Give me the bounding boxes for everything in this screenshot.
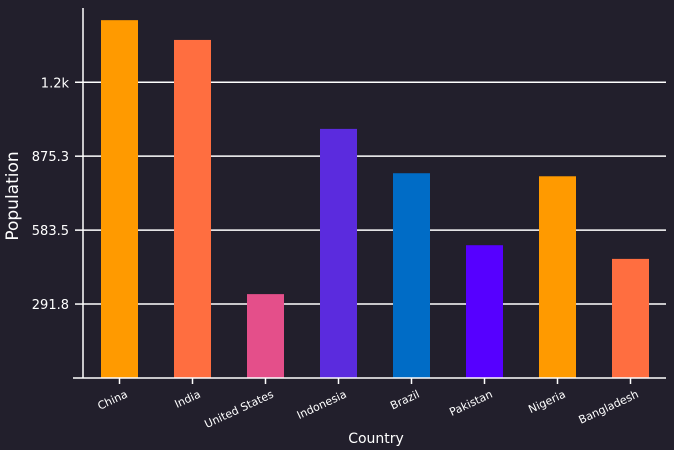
bar-india — [174, 39, 211, 378]
bar-brazil — [393, 173, 430, 378]
x-tick-label: Indonesia — [295, 388, 349, 422]
y-tick-label: 583.5 — [32, 224, 69, 239]
bars — [101, 20, 649, 379]
bar-china — [101, 20, 138, 379]
x-tick-label: India — [173, 388, 203, 411]
x-tick-label: Pakistan — [447, 388, 494, 419]
x-axis-title: Country — [348, 431, 404, 447]
bar-nigeria — [539, 176, 576, 378]
bar-indonesia — [320, 128, 357, 378]
y-tick-label: 875.3 — [32, 150, 69, 165]
x-tick-label: Nigeria — [526, 388, 567, 416]
y-axis-ticks: 291.8 583.5 875.3 1.2k — [32, 76, 83, 313]
x-axis-ticks: China India United States Indonesia Brazil Pa… — [96, 378, 641, 431]
y-axis-title: Population — [3, 151, 23, 240]
bar-united-states — [247, 294, 284, 378]
y-tick-label: 291.8 — [32, 298, 69, 313]
y-tick-label: 1.2k — [41, 76, 70, 91]
x-tick-label: China — [96, 388, 130, 413]
bar-bangladesh — [612, 258, 649, 378]
x-tick-label: Brazil — [388, 388, 421, 413]
x-tick-label: Bangladesh — [577, 388, 641, 427]
x-tick-label: United States — [203, 388, 276, 431]
gridlines — [83, 81, 666, 305]
bar-pakistan — [466, 245, 503, 378]
